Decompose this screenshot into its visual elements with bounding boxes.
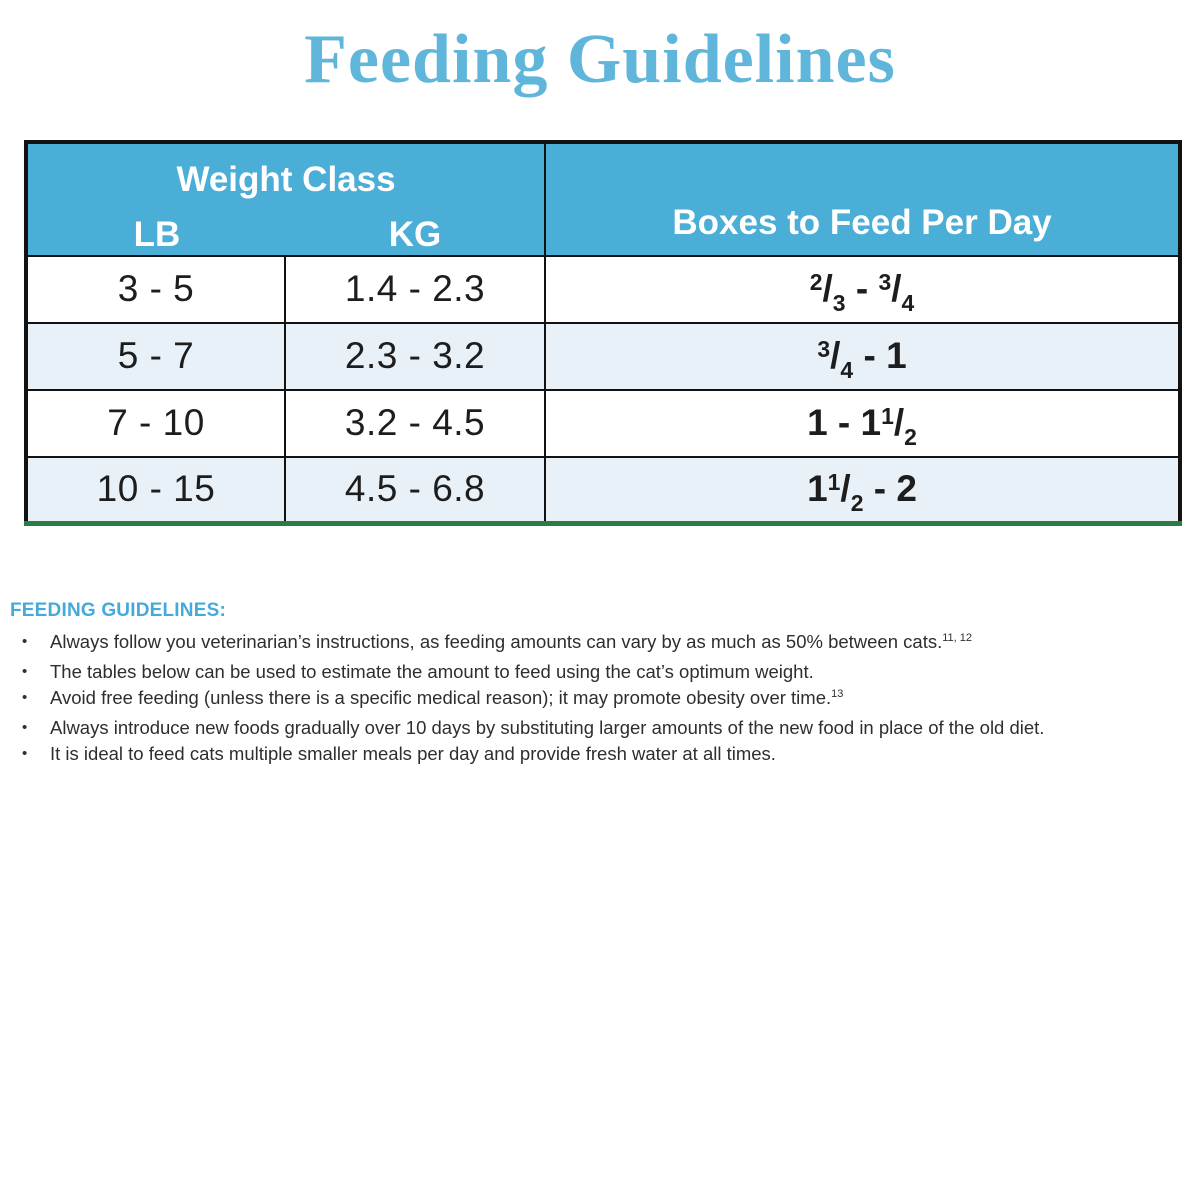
note-item: The tables below can be used to estimate… bbox=[10, 659, 1192, 686]
feeding-table-header: Weight Class LB KG Boxes to Feed Per Day bbox=[24, 140, 1182, 257]
notes-list: Always follow you veterinarian’s instruc… bbox=[10, 629, 1192, 768]
boxes-per-day-cell: 1 - 11/2 bbox=[544, 388, 1182, 458]
fraction: 3/4 bbox=[817, 335, 854, 383]
kg-column-header: KG bbox=[388, 214, 442, 254]
fraction: 2/3 bbox=[809, 268, 846, 316]
notes-section: FEEDING GUIDELINES: Always follow you ve… bbox=[10, 600, 1192, 768]
lb-range-cell: 3 - 5 bbox=[25, 254, 286, 324]
table-body: 3 - 5 1.4 - 2.3 2/3 - 3/4 5 - 7 2.3 - 3.2 3/4… bbox=[25, 254, 1182, 525]
notes-heading: FEEDING GUIDELINES: bbox=[10, 600, 226, 622]
table-row: 3 - 5 1.4 - 2.3 2/3 - 3/4 bbox=[25, 254, 1182, 324]
feeding-table: Weight Class LB KG Boxes to Feed Per Day… bbox=[24, 139, 1183, 527]
table-row: 10 - 15 4.5 - 6.8 11/2 - 2 bbox=[25, 455, 1182, 525]
header-row: Weight Class LB KG Boxes to Feed Per Day bbox=[24, 140, 1182, 257]
kg-range-cell: 2.3 - 3.2 bbox=[283, 321, 547, 391]
unit-labels-row: LB KG bbox=[28, 215, 544, 255]
note-item: Always introduce new foods gradually ove… bbox=[10, 715, 1192, 742]
fraction: 3/4 bbox=[878, 268, 915, 316]
lb-column-header: LB bbox=[133, 214, 181, 254]
kg-range-cell: 4.5 - 6.8 bbox=[283, 455, 547, 525]
boxes-per-day-cell: 2/3 - 3/4 bbox=[544, 254, 1182, 324]
boxes-per-day-cell: 11/2 - 2 bbox=[544, 455, 1182, 525]
kg-range-cell: 1.4 - 2.3 bbox=[283, 254, 547, 324]
reference-superscript: 11, 12 bbox=[942, 632, 972, 645]
table-row: 7 - 10 3.2 - 4.5 1 - 11/2 bbox=[25, 388, 1182, 458]
fraction: 1/2 bbox=[881, 402, 917, 450]
note-item: Avoid free feeding (unless there is a sp… bbox=[10, 685, 1192, 715]
fraction: 1/2 bbox=[827, 468, 864, 516]
reference-superscript: 13 bbox=[831, 688, 844, 701]
lb-range-cell: 10 - 15 bbox=[25, 455, 286, 525]
note-item: It is ideal to feed cats multiple smalle… bbox=[10, 741, 1192, 768]
table-row: 5 - 7 2.3 - 3.2 3/4 - 1 bbox=[25, 321, 1182, 391]
lb-range-cell: 5 - 7 bbox=[25, 321, 286, 391]
kg-range-cell: 3.2 - 4.5 bbox=[283, 388, 547, 458]
page-title: Feeding Guidelines bbox=[304, 21, 896, 98]
note-item: Always follow you veterinarian’s instruc… bbox=[10, 629, 1192, 659]
boxes-per-day-cell: 3/4 - 1 bbox=[544, 321, 1182, 391]
weight-class-label: Weight Class bbox=[176, 159, 396, 199]
boxes-per-day-header: Boxes to Feed Per Day bbox=[544, 140, 1182, 257]
weight-class-header-cell: Weight Class LB KG bbox=[24, 140, 547, 257]
lb-range-cell: 7 - 10 bbox=[25, 388, 286, 458]
